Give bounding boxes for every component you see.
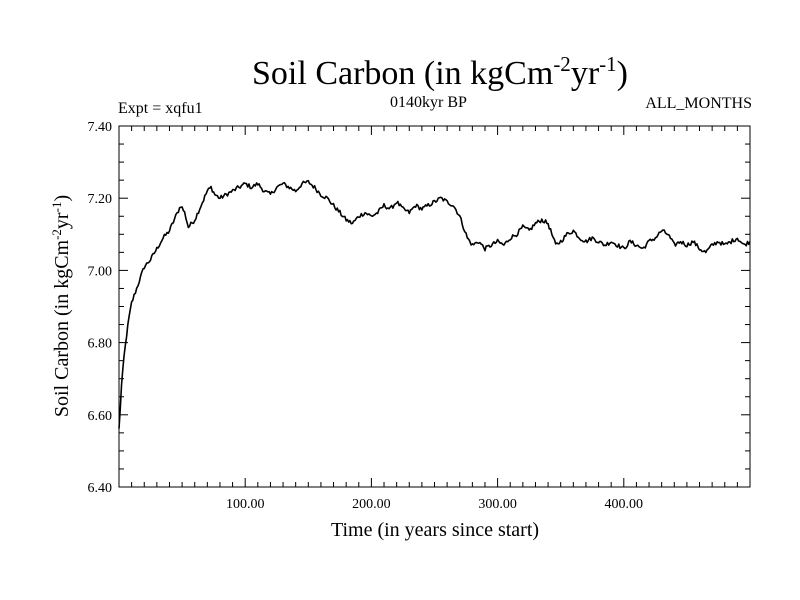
x-tick-label: 400.00 (605, 497, 644, 512)
tick-marks (119, 126, 750, 487)
y-tick-label: 7.40 (88, 120, 113, 135)
y-axis-label: Soil Carbon (in kgCm-2yr-1) (49, 195, 73, 417)
chart-title: Soil Carbon (in kgCm-2yr-1) (252, 52, 628, 93)
tick-labels: 100.00 200.00 300.00 400.00 6.40 6.60 6.80 7.00… (88, 120, 644, 512)
experiment-label: Expt = xqfu1 (118, 100, 203, 117)
plot-frame (118, 125, 751, 488)
period-label: 0140kyr BP (390, 94, 467, 111)
y-tick-label: 7.00 (88, 264, 113, 279)
months-label: ALL_MONTHS (645, 95, 752, 112)
y-tick-label: 6.40 (88, 481, 113, 496)
x-tick-label: 100.00 (226, 497, 265, 512)
y-tick-label: 6.60 (88, 409, 113, 424)
y-tick-label: 7.20 (88, 192, 113, 207)
y-tick-label: 6.80 (88, 337, 113, 352)
x-tick-label: 200.00 (352, 497, 391, 512)
series-line-soil-carbon (118, 179, 751, 429)
x-tick-label: 300.00 (478, 497, 517, 512)
x-axis-label: Time (in years since start) (331, 519, 539, 541)
